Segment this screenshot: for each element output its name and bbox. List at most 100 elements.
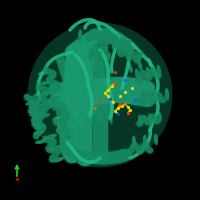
- Point: [113, 81, 117, 85]
- Point: [15, 177, 19, 181]
- Ellipse shape: [112, 35, 118, 49]
- Ellipse shape: [57, 125, 67, 131]
- Ellipse shape: [41, 91, 51, 95]
- Ellipse shape: [34, 125, 43, 130]
- Ellipse shape: [53, 106, 63, 110]
- Point: [108, 97, 112, 101]
- Ellipse shape: [61, 135, 71, 141]
- Ellipse shape: [141, 91, 145, 103]
- Ellipse shape: [53, 115, 63, 121]
- Ellipse shape: [127, 47, 133, 57]
- Ellipse shape: [127, 48, 132, 58]
- FancyArrow shape: [90, 49, 115, 125]
- Ellipse shape: [138, 51, 143, 61]
- Ellipse shape: [39, 81, 49, 85]
- Ellipse shape: [60, 136, 70, 141]
- Ellipse shape: [36, 103, 46, 108]
- Ellipse shape: [49, 145, 61, 151]
- Ellipse shape: [157, 65, 161, 76]
- Ellipse shape: [78, 29, 82, 39]
- Ellipse shape: [98, 33, 104, 47]
- Ellipse shape: [44, 134, 56, 140]
- Ellipse shape: [56, 115, 65, 120]
- Ellipse shape: [153, 89, 157, 101]
- Ellipse shape: [117, 43, 122, 53]
- Ellipse shape: [28, 109, 37, 114]
- Ellipse shape: [98, 51, 102, 60]
- Point: [123, 90, 127, 94]
- Point: [123, 102, 127, 106]
- Ellipse shape: [29, 109, 38, 113]
- Ellipse shape: [138, 60, 142, 70]
- Ellipse shape: [132, 135, 136, 146]
- Point: [130, 86, 134, 90]
- Ellipse shape: [117, 44, 122, 54]
- Ellipse shape: [88, 31, 92, 41]
- Ellipse shape: [32, 121, 42, 126]
- Ellipse shape: [49, 97, 58, 101]
- Ellipse shape: [107, 53, 111, 62]
- Ellipse shape: [165, 89, 169, 101]
- Ellipse shape: [125, 39, 132, 52]
- Point: [103, 91, 107, 95]
- Point: [126, 111, 130, 115]
- Ellipse shape: [143, 136, 147, 147]
- Ellipse shape: [78, 30, 82, 40]
- Ellipse shape: [40, 81, 50, 85]
- Ellipse shape: [53, 157, 64, 162]
- Ellipse shape: [42, 91, 52, 95]
- Ellipse shape: [138, 115, 142, 125]
- Point: [111, 100, 115, 104]
- Ellipse shape: [135, 70, 140, 80]
- Ellipse shape: [40, 113, 50, 118]
- Ellipse shape: [98, 32, 105, 45]
- Ellipse shape: [34, 130, 44, 135]
- Point: [118, 94, 122, 98]
- Ellipse shape: [89, 49, 93, 58]
- Ellipse shape: [98, 51, 102, 59]
- Ellipse shape: [52, 115, 62, 121]
- Point: [106, 88, 110, 92]
- Ellipse shape: [25, 101, 34, 105]
- Ellipse shape: [154, 134, 158, 145]
- Ellipse shape: [88, 30, 92, 40]
- Ellipse shape: [27, 22, 173, 168]
- Ellipse shape: [141, 90, 145, 102]
- Ellipse shape: [52, 106, 62, 111]
- Ellipse shape: [89, 50, 93, 59]
- Ellipse shape: [138, 114, 142, 124]
- Ellipse shape: [98, 31, 102, 41]
- Ellipse shape: [143, 135, 147, 145]
- Ellipse shape: [57, 115, 66, 120]
- Point: [106, 94, 110, 98]
- Ellipse shape: [48, 146, 60, 151]
- Point: [128, 108, 132, 112]
- Ellipse shape: [148, 59, 152, 68]
- Ellipse shape: [34, 92, 44, 97]
- Ellipse shape: [153, 90, 157, 102]
- Ellipse shape: [154, 135, 158, 146]
- Ellipse shape: [46, 134, 57, 139]
- Ellipse shape: [158, 113, 162, 123]
- Point: [116, 112, 120, 116]
- Ellipse shape: [31, 121, 41, 126]
- Ellipse shape: [38, 113, 49, 118]
- Ellipse shape: [98, 32, 102, 42]
- Point: [126, 105, 130, 109]
- Ellipse shape: [147, 58, 152, 67]
- Point: [120, 104, 124, 108]
- Ellipse shape: [146, 67, 150, 77]
- Ellipse shape: [29, 112, 39, 117]
- Ellipse shape: [165, 88, 169, 100]
- Ellipse shape: [158, 112, 162, 122]
- Point: [98, 98, 102, 102]
- Ellipse shape: [128, 63, 133, 72]
- Ellipse shape: [37, 71, 47, 75]
- Ellipse shape: [157, 66, 161, 77]
- Ellipse shape: [38, 71, 48, 75]
- FancyArrow shape: [65, 53, 94, 122]
- Ellipse shape: [146, 68, 150, 79]
- Ellipse shape: [56, 126, 66, 131]
- Ellipse shape: [36, 140, 46, 144]
- Ellipse shape: [33, 92, 43, 97]
